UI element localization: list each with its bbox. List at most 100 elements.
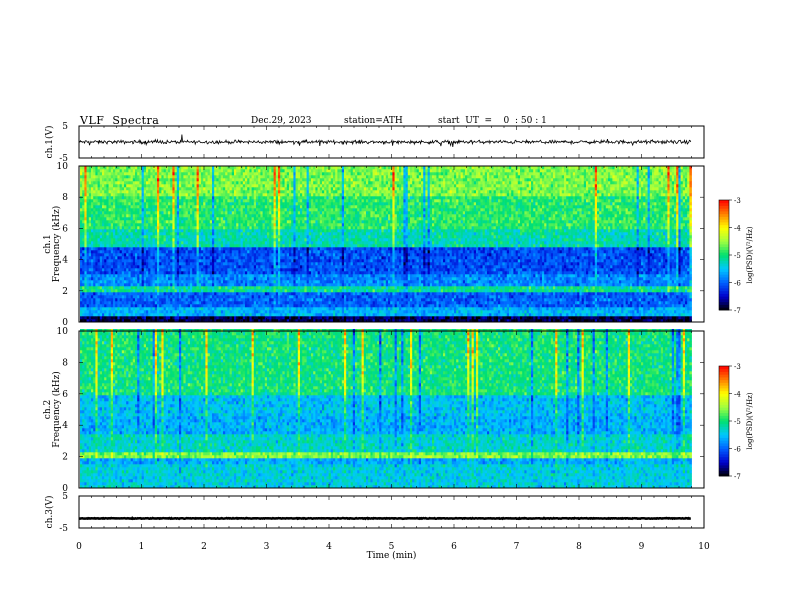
ch1-psd-cell: [254, 169, 256, 172]
ch1-psd-cell: [221, 295, 224, 298]
ch1-psd-cell: [82, 247, 85, 250]
ch1-psd-cell: [104, 304, 107, 307]
ch1-psd-cell: [245, 214, 248, 217]
ch1-psd-cell: [98, 205, 101, 208]
ch1-psd-cell: [236, 271, 239, 274]
ch1-psd-cell: [164, 265, 167, 268]
ch1-psd-cell: [124, 232, 127, 235]
ch1-psd-cell: [111, 253, 114, 256]
ch1-psd-cell: [210, 295, 213, 298]
ch1-psd-cell: [150, 178, 153, 181]
ch1-psd-cell: [155, 220, 158, 223]
ch1-psd-cell: [221, 205, 224, 208]
ch1-psd-cell: [282, 280, 285, 283]
ch1-psd-cell: [271, 181, 274, 184]
ch1-psd-cell: [285, 304, 288, 307]
ch1-psd-cell: [133, 232, 136, 235]
ch1-psd-cell: [256, 268, 259, 271]
ch1-psd-cell: [146, 304, 149, 307]
ch1-psd-cell: [194, 274, 197, 277]
ch1-psd-cell: [93, 220, 96, 223]
ch1-psd-cell: [285, 259, 288, 262]
ch1-psd-cell: [216, 259, 219, 262]
ch1-psd-cell: [113, 262, 116, 265]
ch1-psd-cell: [269, 274, 272, 277]
ch1-psd-cell: [115, 316, 118, 319]
ch1-psd-cell: [82, 190, 85, 193]
ch1-psd-cell: [278, 217, 281, 220]
ch1-psd-cell: [236, 232, 239, 235]
ch1-psd-cell: [210, 223, 213, 226]
ch1-psd-cell: [199, 304, 202, 307]
ch1-psd-cell: [263, 301, 266, 304]
ch1-psd-cell: [263, 253, 266, 256]
ch1-psd-cell: [232, 265, 235, 268]
ch1-psd-cell: [91, 277, 94, 280]
ch1-psd-cell: [104, 202, 107, 205]
ch1-psd-cell: [282, 268, 285, 271]
ch1-psd-cell: [113, 280, 116, 283]
ch1-psd-cell: [249, 262, 252, 265]
ch1-psd-cell: [139, 280, 142, 283]
ch1-psd-cell: [203, 169, 206, 172]
ch1-psd-cell: [278, 250, 281, 253]
ch1-psd-cell: [190, 313, 193, 316]
ch1-psd-cell: [82, 232, 85, 235]
ch1-psd-cell: [84, 175, 87, 178]
ch1-psd-cell: [190, 190, 193, 193]
ch1-psd-cell: [168, 205, 171, 208]
ch1-psd-cell: [175, 301, 178, 304]
ch1-psd-cell: [230, 283, 233, 286]
ch1-psd-cell: [120, 250, 123, 253]
ch1-psd-cell: [223, 313, 226, 316]
ch1-psd-cell: [208, 211, 211, 214]
ch1-psd-cell: [201, 277, 204, 280]
ch1-psd-cell: [150, 190, 153, 193]
ch1-psd-cell: [93, 244, 96, 247]
ch1-psd-cell: [159, 226, 162, 229]
ch1-psd-cell: [232, 292, 235, 295]
ch1-psd-cell: [172, 253, 175, 256]
ch1-psd-cell: [249, 169, 252, 172]
ch1-psd-cell: [126, 289, 129, 292]
ch1-psd-cell: [95, 295, 98, 298]
ch1-psd-cell: [126, 190, 129, 193]
ch1-psd-cell: [263, 250, 266, 253]
ch1-psd-cell: [201, 229, 204, 232]
ch1-psd-cell: [89, 178, 92, 181]
ch1-psd-cell: [263, 232, 266, 235]
ch1-psd-cell: [216, 214, 219, 217]
ch1-psd-cell: [91, 187, 94, 190]
ch1-psd-cell: [201, 274, 204, 277]
ch1-psd-cell: [186, 283, 189, 286]
ch1-psd-cell: [170, 220, 173, 223]
ch1-psd-cell: [205, 271, 208, 274]
ch1-psd-cell: [87, 289, 90, 292]
ch1-psd-cell: [98, 262, 101, 265]
ch1-psd-cell: [124, 169, 127, 172]
ch1-psd-cell: [197, 190, 200, 193]
ch1-psd-cell: [100, 268, 103, 271]
ch1-psd-cell: [146, 211, 149, 214]
ch1-psd-cell: [142, 202, 145, 205]
ch1-psd-cell: [95, 280, 98, 283]
ch1-psd-cell: [225, 253, 228, 256]
ch1-psd-cell: [89, 220, 92, 223]
ch1-psd-cell: [236, 301, 239, 304]
ch1-psd-cell: [249, 268, 252, 271]
ch1-psd-cell: [104, 310, 107, 313]
ch1-psd-cell: [252, 226, 255, 229]
ch1-psd-cell: [95, 244, 98, 247]
ch1-psd-cell: [135, 256, 138, 259]
ch1-psd-cell: [177, 223, 180, 226]
ch1-psd-cell: [232, 199, 235, 202]
ch1-psd-cell: [269, 205, 272, 208]
ch1-psd-cell: [117, 277, 120, 280]
ch1-psd-cell: [139, 211, 142, 214]
ch1-psd-cell: [89, 214, 92, 217]
ch1-psd-cell: [98, 292, 101, 295]
ch1-psd-cell: [164, 211, 167, 214]
ch1-psd-cell: [93, 196, 96, 199]
ch1-psd-cell: [157, 232, 160, 235]
ch1-psd-cell: [280, 256, 283, 259]
